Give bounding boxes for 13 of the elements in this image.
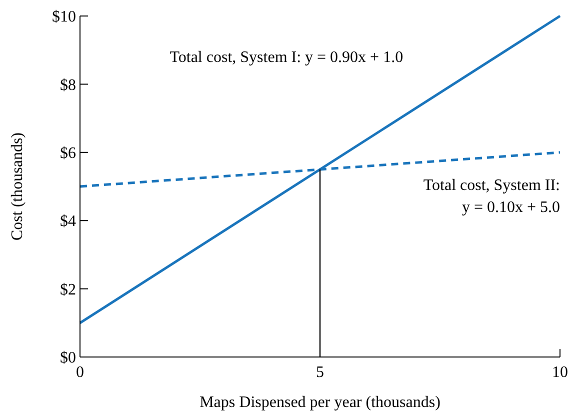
x-axis-title: Maps Dispensed per year (thousands) bbox=[200, 394, 440, 411]
x-tick-label: 10 bbox=[552, 364, 568, 381]
x-tick-label: 0 bbox=[76, 364, 84, 381]
y-tick-label: $6 bbox=[60, 145, 76, 162]
x-tick-label: 5 bbox=[316, 364, 324, 381]
y-axis-title: Cost (thousands) bbox=[9, 132, 26, 240]
annotation: Total cost, System II: y = 0.10x + 5.0 bbox=[423, 177, 560, 216]
annotation: Total cost, System I: y = 0.90x + 1.0 bbox=[170, 49, 404, 66]
y-tick-label: $2 bbox=[60, 281, 76, 298]
y-tick-label: $10 bbox=[52, 8, 76, 26]
y-tick-label: $4 bbox=[60, 213, 76, 230]
y-tick-label: $8 bbox=[60, 76, 76, 94]
y-tick-label: $0 bbox=[60, 350, 76, 367]
